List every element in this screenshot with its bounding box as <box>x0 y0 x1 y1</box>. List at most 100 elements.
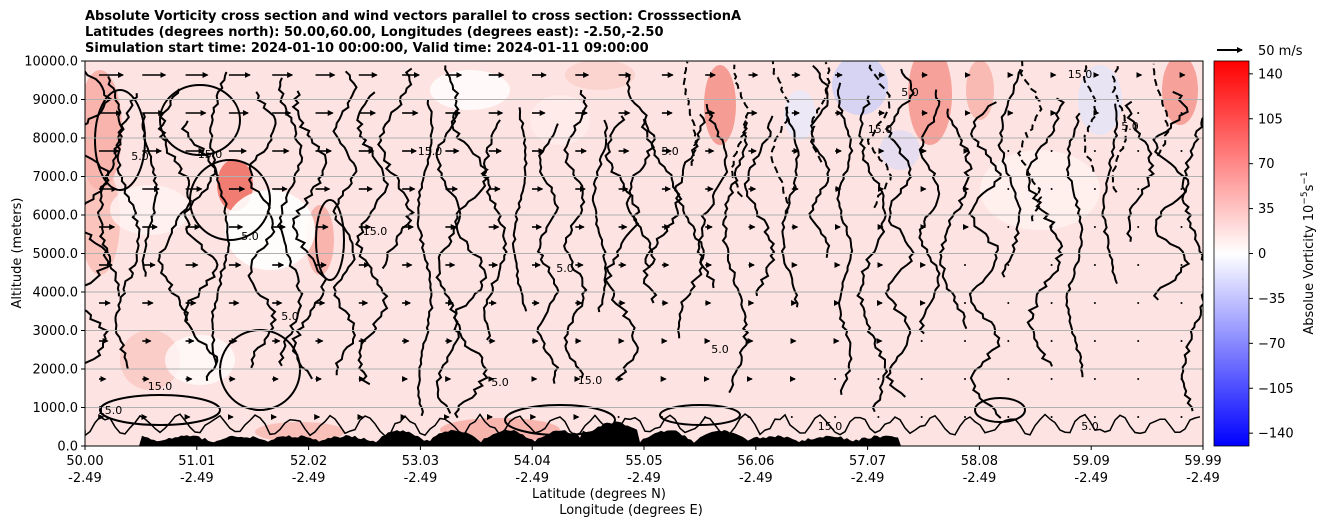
contour-line <box>450 113 490 419</box>
contour-label: 15.0 <box>198 148 223 161</box>
wind-vector <box>1093 378 1096 380</box>
negative-contour <box>1017 61 1043 222</box>
x-axis-label-longitude: Longitude (degrees E) <box>559 503 703 518</box>
wind-vector <box>1137 226 1140 228</box>
wind-vector <box>1007 302 1010 304</box>
contour-line <box>625 75 656 269</box>
wind-vector <box>1007 226 1010 228</box>
wind-vector <box>1093 416 1096 418</box>
contour-label: 15.0 <box>98 404 123 417</box>
y-tick-label: 6000.0 <box>33 209 79 224</box>
x-tick-label-lon: -2.49 <box>68 471 102 486</box>
wind-vector <box>1180 340 1183 342</box>
contour-line <box>604 115 641 381</box>
wind-vector <box>1137 264 1140 266</box>
vorticity-patch <box>85 165 120 275</box>
wind-vector <box>964 416 966 418</box>
contour-line <box>481 119 508 341</box>
wind-vector <box>1180 416 1183 418</box>
x-tick-label-lon: -2.49 <box>627 471 661 486</box>
contour-line <box>674 113 706 339</box>
wind-vector <box>1180 188 1183 190</box>
wind-vector <box>1093 150 1096 152</box>
chart-title-line-3: Simulation start time: 2024-01-10 00:00:… <box>85 41 649 56</box>
wind-vector <box>834 378 837 380</box>
wind-vector <box>1137 416 1140 418</box>
contour-line <box>276 77 304 367</box>
colorbar-ticks: 140 105 70 35 0 −35 −70 −105 −140 <box>1249 67 1294 442</box>
wind-vector <box>1137 188 1140 190</box>
contour-labels: 5.0 15.0 5.0 15.0 5.0 15.0 5.0 15.0 5.0 15.0 5.0 15… <box>98 68 1139 433</box>
contour-label: 15.0 <box>578 374 603 387</box>
x-tick-label-lat: 59.09 <box>1073 454 1110 469</box>
wind-vector <box>834 416 837 418</box>
contour-line <box>997 68 1022 278</box>
vorticity-patch <box>165 335 235 385</box>
wind-vector <box>1137 150 1140 152</box>
negative-contour <box>1152 63 1170 157</box>
vorticity-patch <box>110 185 190 235</box>
colorbar-tick-label: 105 <box>1258 112 1283 127</box>
wind-vector <box>1180 150 1183 152</box>
wind-vector <box>964 378 966 380</box>
x-axis-label-latitude: Latitude (degrees N) <box>532 487 666 502</box>
contour-line <box>918 89 941 335</box>
y-tick-label: 2000.0 <box>33 363 79 378</box>
negative-contour <box>809 61 831 163</box>
wind-vector <box>920 416 923 418</box>
y-tick-label: 4000.0 <box>33 286 79 301</box>
wind-vector <box>964 340 966 342</box>
wind-vector <box>1007 340 1010 342</box>
contour-line <box>85 70 113 365</box>
x-tick-label-lon: -2.49 <box>963 471 997 486</box>
wind-vector <box>1093 302 1096 304</box>
contour-line <box>808 64 831 258</box>
wind-vector <box>1137 378 1140 380</box>
contour-label: 5.0 <box>711 343 729 356</box>
x-tick-label-lon: -2.49 <box>292 471 326 486</box>
wind-vector <box>1137 302 1140 304</box>
contour-label: 5.0 <box>556 262 574 275</box>
vorticity-patch <box>704 65 736 145</box>
contour-line <box>377 67 415 270</box>
x-tick-label-lat: 57.07 <box>849 454 886 469</box>
contour-line <box>114 93 141 370</box>
wind-vector <box>1180 264 1183 266</box>
contour-line <box>209 71 231 365</box>
contour-loop <box>315 199 345 281</box>
x-tick-label-lat: 59.99 <box>1184 454 1221 469</box>
wind-vector <box>1093 340 1096 342</box>
x-tick-label-lat: 54.04 <box>514 454 551 469</box>
wind-vector <box>964 302 966 304</box>
vorticity-patch <box>225 190 315 270</box>
colorbar-tick-label: 140 <box>1258 67 1283 82</box>
wind-vector <box>964 264 966 266</box>
contour-line <box>355 91 390 386</box>
negative-contour <box>1083 63 1098 172</box>
contour-line <box>1065 112 1084 378</box>
contour-label: 5.0 <box>661 145 679 158</box>
chart-title-line-1: Absolute Vorticity cross section and win… <box>85 9 742 24</box>
negative-contour <box>682 61 699 166</box>
contour-line <box>85 413 1201 437</box>
wind-vector <box>1050 226 1053 228</box>
y-tick-label: 0.0 <box>57 440 78 455</box>
contour-label: 5.0 <box>901 86 919 99</box>
contour-loop <box>159 84 241 156</box>
y-gridlines <box>85 99 1203 408</box>
wind-vector <box>1050 340 1053 342</box>
colorbar-label-s: s <box>1302 184 1317 191</box>
wind-vector <box>1007 264 1010 266</box>
x-tick-label-lon: -2.49 <box>1074 471 1108 486</box>
wind-vector <box>1093 264 1096 266</box>
vorticity-patches <box>85 61 1198 442</box>
wind-vector <box>1180 378 1183 380</box>
contour-line <box>1025 97 1065 367</box>
wind-vector <box>790 416 793 418</box>
x-tick-label-lon: -2.49 <box>851 471 885 486</box>
contour-line <box>696 103 729 289</box>
contour-label: 15.0 <box>868 123 893 136</box>
x-tick-label-lat: 52.02 <box>290 454 327 469</box>
x-tick-label-lat: 50.00 <box>66 454 103 469</box>
y-tick-label: 8000.0 <box>33 132 79 147</box>
